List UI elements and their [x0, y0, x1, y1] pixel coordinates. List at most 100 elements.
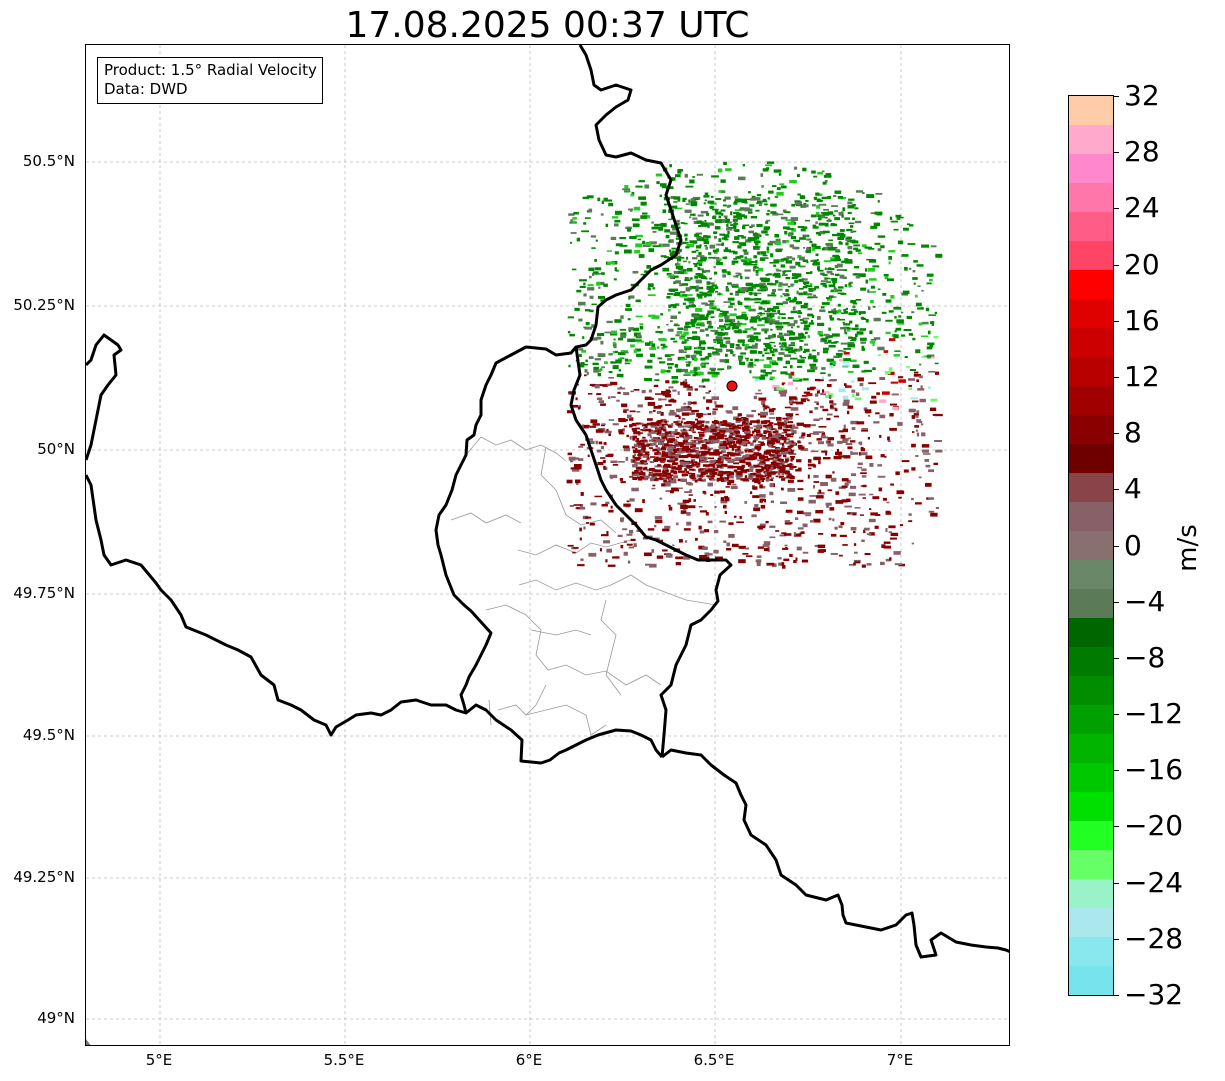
radar-echo-pixel [820, 482, 828, 486]
radar-echo-pixel [578, 301, 586, 306]
radar-echo-pixel [588, 393, 593, 395]
radar-echo-pixel [761, 289, 767, 292]
radar-echo-pixel [717, 327, 725, 330]
radar-echo-pixel [644, 216, 647, 219]
radar-echo-pixel [757, 289, 764, 292]
radar-echo-pixel [685, 289, 690, 292]
radar-echo-pixel [695, 232, 700, 235]
radar-echo-pixel [860, 446, 864, 450]
radar-echo-pixel [666, 323, 669, 326]
radar-echo-pixel [724, 323, 732, 326]
radar-echo-pixel [755, 292, 762, 295]
radar-echo-pixel [815, 211, 820, 216]
radar-echo-pixel [672, 306, 677, 309]
colorbar-tick-label: 12 [1124, 359, 1160, 393]
radar-echo-pixel [654, 272, 659, 275]
radar-echo-pixel [704, 199, 707, 202]
radar-echo-pixel [896, 216, 904, 219]
radar-echo-pixel [661, 477, 667, 480]
radar-echo-pixel [763, 342, 770, 345]
radar-echo-pixel [908, 333, 913, 336]
radar-echo-pixel [695, 452, 701, 456]
radar-echo-pixel [612, 342, 616, 345]
radar-echo-pixel [624, 419, 629, 422]
radar-echo-pixel [682, 199, 686, 202]
radar-echo-pixel [807, 459, 812, 463]
radar-echo-pixel [792, 306, 796, 311]
radar-echo-pixel [579, 506, 586, 510]
radar-echo-pixel [787, 347, 794, 351]
radar-echo-pixel [656, 346, 660, 349]
radar-echo-pixel [814, 407, 819, 410]
radar-echo-pixel [846, 236, 852, 239]
radar-echo-pixel [719, 421, 726, 424]
radar-echo-pixel [779, 313, 786, 315]
radar-echo-pixel [635, 185, 643, 188]
radar-map[interactable] [85, 44, 1010, 1046]
radar-echo-pixel [691, 250, 697, 253]
radar-echo-pixel [761, 317, 768, 320]
radar-echo-pixel [784, 406, 791, 409]
radar-echo-pixel [769, 240, 776, 244]
radar-echo-pixel [847, 342, 855, 345]
radar-echo-pixel [733, 432, 736, 436]
radar-echo-pixel [834, 210, 839, 212]
radar-echo-pixel [842, 428, 848, 433]
radar-echo-pixel [667, 474, 672, 478]
radar-echo-pixel [642, 436, 646, 439]
radar-echo-pixel [779, 461, 785, 465]
radar-echo-pixel [673, 196, 681, 200]
radar-echo-pixel [589, 337, 598, 341]
radar-echo-pixel [699, 316, 703, 319]
radar-echo-pixel [850, 380, 855, 383]
radar-echo-pixel [744, 475, 748, 479]
radar-echo-pixel [606, 320, 613, 324]
radar-echo-pixel [837, 440, 843, 444]
radar-echo-pixel [568, 213, 575, 216]
radar-echo-pixel [851, 337, 857, 341]
radar-echo-pixel [633, 327, 639, 332]
radar-echo-pixel [803, 327, 809, 331]
radar-echo-pixel [818, 234, 822, 236]
radar-echo-pixel [831, 205, 838, 207]
radar-echo-pixel [645, 342, 651, 346]
radar-echo-pixel [734, 198, 741, 202]
colorbar-tick-label: 32 [1124, 79, 1160, 112]
colorbar-tick [1113, 320, 1119, 322]
radar-echo-pixel [667, 358, 673, 361]
radar-echo-pixel [814, 378, 821, 382]
radar-echo-pixel [735, 326, 738, 329]
radar-echo-pixel [752, 286, 757, 289]
radar-echo-pixel [757, 251, 761, 255]
radar-echo-pixel [789, 414, 793, 417]
radar-echo-pixel [705, 314, 709, 318]
radar-echo-pixel [903, 329, 912, 331]
radar-echo-pixel [825, 474, 832, 479]
radar-echo-pixel [760, 411, 768, 416]
radar-echo-pixel [829, 365, 834, 369]
lat-tick-label: 50°N [37, 440, 75, 458]
radar-echo-pixel [915, 302, 922, 307]
radar-echo-pixel [868, 259, 877, 263]
radar-echo-pixel [692, 331, 698, 334]
radar-echo-pixel [677, 425, 685, 428]
radar-echo-pixel [925, 464, 931, 468]
radar-echo-pixel [827, 437, 834, 441]
radar-echo-pixel [767, 335, 772, 338]
radar-echo-pixel [724, 457, 732, 460]
radar-echo-pixel [845, 260, 853, 264]
radar-echo-pixel [823, 230, 830, 234]
radar-echo-pixel [647, 294, 656, 296]
radar-echo-pixel [683, 402, 687, 405]
radar-echo-pixel [895, 471, 900, 475]
radar-echo-pixel [827, 373, 831, 377]
radar-echo-pixel [799, 201, 802, 205]
radar-echo-pixel [816, 388, 820, 391]
radar-echo-pixel [837, 303, 841, 307]
radar-echo-pixel [753, 248, 760, 250]
radar-echo-pixel [724, 446, 729, 450]
radar-echo-pixel [770, 479, 774, 481]
radar-echo-pixel [767, 439, 773, 443]
radar-echo-pixel [831, 289, 834, 292]
radar-echo-pixel [769, 322, 773, 325]
